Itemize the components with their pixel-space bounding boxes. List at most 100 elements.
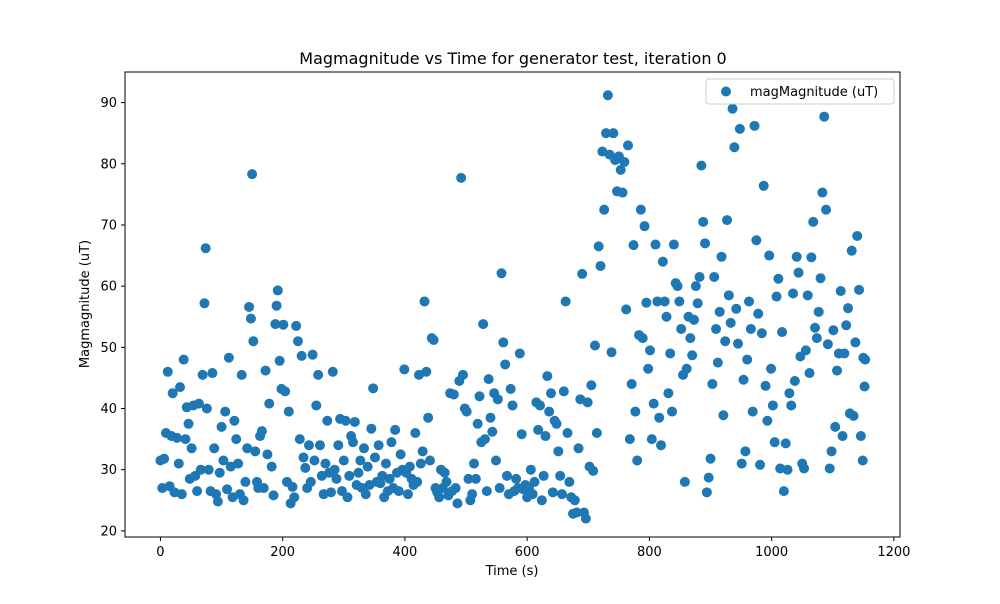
data-point <box>560 296 571 307</box>
data-point <box>804 368 815 379</box>
data-point <box>744 296 755 307</box>
data-point <box>830 421 841 432</box>
data-points <box>155 90 871 524</box>
data-point <box>793 267 804 278</box>
x-tick-label: 200 <box>270 545 295 560</box>
data-point <box>353 467 364 478</box>
data-point <box>755 459 766 470</box>
data-point <box>289 492 300 503</box>
data-point <box>723 290 734 301</box>
data-point <box>780 438 791 449</box>
data-point <box>203 464 214 475</box>
x-tick-label: 800 <box>637 545 662 560</box>
data-point <box>753 308 764 319</box>
data-point <box>492 394 503 405</box>
y-tick-label: 60 <box>100 280 117 295</box>
data-point <box>327 366 338 377</box>
data-point <box>714 306 725 317</box>
data-point <box>542 371 553 382</box>
data-point <box>311 400 322 411</box>
data-point <box>507 400 518 411</box>
data-point <box>689 314 700 325</box>
data-point <box>696 160 707 171</box>
data-point <box>171 432 182 443</box>
data-point <box>659 296 670 307</box>
data-point <box>250 446 261 457</box>
data-point <box>648 398 659 409</box>
data-point <box>220 406 231 417</box>
data-point <box>386 437 397 448</box>
data-point <box>850 337 861 348</box>
data-point <box>325 487 336 498</box>
chart-title: Magmagnitude vs Time for generator test,… <box>299 49 726 68</box>
data-point <box>533 424 544 435</box>
x-tick-label: 400 <box>393 545 418 560</box>
data-point <box>817 187 828 198</box>
data-point <box>601 128 612 139</box>
data-point <box>630 406 641 417</box>
data-point <box>514 348 525 359</box>
data-point <box>320 458 331 469</box>
data-point <box>810 322 821 333</box>
data-point <box>278 319 289 330</box>
data-point <box>769 437 780 448</box>
data-point <box>423 412 434 423</box>
data-point <box>214 467 225 478</box>
data-point <box>266 461 277 472</box>
data-point <box>712 357 723 368</box>
data-point <box>197 369 208 380</box>
data-point <box>745 323 756 334</box>
data-point <box>439 467 450 478</box>
data-point <box>192 486 203 497</box>
data-point <box>679 476 690 487</box>
data-point <box>262 449 273 460</box>
data-point <box>749 120 760 131</box>
data-point <box>347 437 358 448</box>
data-point <box>162 366 173 377</box>
data-point <box>233 458 244 469</box>
data-point <box>216 421 227 432</box>
data-point <box>218 455 229 466</box>
data-point <box>544 406 555 417</box>
data-point <box>773 273 784 284</box>
data-point <box>652 296 663 307</box>
data-point <box>300 462 311 473</box>
data-point <box>806 252 817 263</box>
data-point <box>329 464 340 475</box>
data-point <box>593 241 604 252</box>
data-point <box>760 380 771 391</box>
data-point <box>777 327 788 338</box>
data-point <box>547 487 558 498</box>
data-point <box>222 484 233 495</box>
data-point <box>271 300 282 311</box>
legend-marker <box>721 86 731 97</box>
data-point <box>602 90 613 101</box>
data-point <box>766 363 777 374</box>
data-point <box>229 415 240 426</box>
data-point <box>846 245 857 256</box>
data-point <box>736 458 747 469</box>
data-point <box>800 345 811 356</box>
data-point <box>258 483 269 494</box>
x-tick-label: 1200 <box>877 545 910 560</box>
data-point <box>412 476 423 487</box>
data-point <box>778 486 789 497</box>
legend-label: magMagnitude (uT) <box>750 85 878 100</box>
data-point <box>711 323 722 334</box>
data-point <box>368 383 379 394</box>
data-point <box>615 164 626 175</box>
data-point <box>287 481 298 492</box>
data-point <box>595 260 606 271</box>
data-point <box>734 123 745 134</box>
data-point <box>268 490 279 501</box>
data-point <box>811 333 822 344</box>
data-point <box>366 423 377 434</box>
data-point <box>681 363 692 374</box>
data-point <box>841 320 852 331</box>
data-point <box>701 487 712 498</box>
data-point <box>491 455 501 466</box>
data-point <box>685 333 696 344</box>
x-axis-ticks: 0 200 400 600 800 1000 1200 <box>156 537 910 560</box>
data-point <box>740 446 751 457</box>
